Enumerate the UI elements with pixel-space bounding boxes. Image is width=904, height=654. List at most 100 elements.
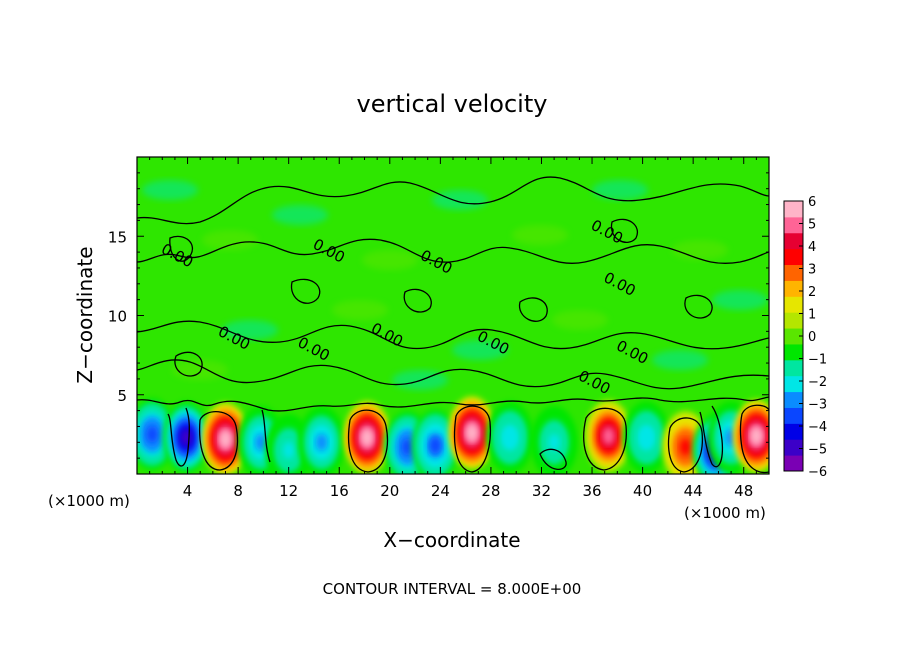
colorbar-swatch <box>784 328 803 345</box>
x-tick-label: 20 <box>380 482 399 500</box>
x-tick-label: 32 <box>532 482 551 500</box>
colorbar-swatch <box>784 248 803 266</box>
colorbar-swatch <box>784 391 803 408</box>
contour-line <box>610 218 638 243</box>
contour-line <box>699 405 724 468</box>
cell-level <box>640 428 653 447</box>
downdraft-cell <box>623 401 670 474</box>
contour-line <box>403 288 432 313</box>
colorbar-tick-label: 6 <box>808 195 816 210</box>
y-axis-label: Z−coordinate <box>73 246 97 383</box>
cell-level <box>361 428 373 447</box>
colorbar-tick-label: −2 <box>808 375 827 390</box>
colorbar-swatch <box>784 201 803 218</box>
colorbar-swatch <box>784 407 803 424</box>
cell-level <box>255 433 267 451</box>
contour-line <box>137 396 769 412</box>
colorbar-tick-label: −6 <box>808 465 827 480</box>
colorbar-swatch <box>784 439 803 456</box>
colorbar: 6 5 4 3 2 1 0 −1 −2 −3 −4 −5 −6 <box>783 195 827 480</box>
field-texture-spot <box>592 180 648 200</box>
x-tick-label: 40 <box>633 482 652 500</box>
contour-line <box>137 320 769 350</box>
colorbar-swatch <box>784 312 803 329</box>
contour-line <box>137 176 769 225</box>
cell-level <box>750 427 763 445</box>
updraft-cell <box>733 399 769 472</box>
x-tick-label: 4 <box>183 482 193 500</box>
updraft-cell <box>448 396 495 469</box>
contour-line <box>667 417 704 473</box>
updraft-cell <box>662 411 709 474</box>
field-texture-spot <box>552 310 608 330</box>
colorbar-swatch <box>784 232 803 250</box>
contour-line <box>518 297 548 322</box>
x-tick-label: 16 <box>330 482 349 500</box>
colorbar-tick-label: 2 <box>808 285 816 300</box>
x-axis-unit-right: (×1000 m) <box>684 504 766 522</box>
contour-line <box>684 294 713 319</box>
x-tick-label: 44 <box>684 482 703 500</box>
cell-level <box>315 433 328 451</box>
cell-level <box>180 428 193 447</box>
colorbar-tick-label: 3 <box>808 263 816 278</box>
contour-line <box>198 411 239 471</box>
colorbar-swatch <box>784 455 803 472</box>
field-texture-spot <box>272 205 328 225</box>
contour-line <box>174 351 203 377</box>
updraft-cell <box>344 401 391 474</box>
y-tick-label: 15 <box>108 228 127 246</box>
contour-line <box>347 409 389 473</box>
contour-line <box>539 448 567 470</box>
x-axis-unit-left: (×1000 m) <box>48 492 130 510</box>
chart-title: vertical velocity <box>357 90 548 118</box>
contour-line <box>290 278 321 304</box>
cell-level <box>401 438 414 456</box>
colorbar-tick-label: 4 <box>808 240 816 255</box>
y-axis: 5 10 15 <box>108 172 769 459</box>
field-texture-spot <box>512 225 568 245</box>
y-tick-label: 5 <box>117 387 127 405</box>
cell-level <box>219 430 232 448</box>
contour-interval-note: CONTOUR INTERVAL = 8.000E+00 <box>323 580 582 598</box>
x-axis-label: X−coordinate <box>383 528 520 552</box>
field-texture-spot <box>172 360 228 380</box>
downdraft-cell <box>531 406 578 474</box>
contour-line <box>167 407 190 467</box>
field-texture-spot <box>202 230 258 250</box>
colorbar-swatch <box>784 280 803 297</box>
downdraft-cell <box>486 401 533 474</box>
contour-line <box>169 235 194 262</box>
field-texture <box>142 180 768 390</box>
x-tick-label: 36 <box>582 482 601 500</box>
cell-level <box>679 438 692 456</box>
colorbar-swatch <box>784 375 803 393</box>
cell-level <box>146 425 159 443</box>
updraft-cell <box>585 399 632 472</box>
contour-line <box>261 409 271 463</box>
x-axis: 4 8 12 16 20 24 28 32 36 40 44 48 <box>149 157 770 500</box>
colorbar-swatch <box>784 296 803 313</box>
colorbar-swatch <box>784 264 803 281</box>
colorbar-tick-label: 0 <box>808 330 816 345</box>
cell-level <box>504 428 516 447</box>
colorbar-tick-label: −1 <box>808 353 827 368</box>
x-tick-label: 24 <box>431 482 450 500</box>
contour-line <box>583 407 627 471</box>
field-texture-spot <box>432 190 488 210</box>
colorbar-swatch <box>784 216 803 234</box>
colorbar-tick-label: 5 <box>808 218 816 233</box>
field-texture-spot <box>652 350 708 370</box>
field-texture-spot <box>672 240 728 260</box>
colorbar-swatch <box>784 343 803 361</box>
downdraft-cell <box>298 406 345 474</box>
field-texture-spot <box>362 250 418 270</box>
x-tick-label: 28 <box>481 482 500 500</box>
x-tick-label: 48 <box>734 482 753 500</box>
colorbar-swatch <box>784 359 803 377</box>
field-texture-spot <box>142 180 198 200</box>
cell-level <box>282 441 295 459</box>
field-texture-spot <box>332 300 388 320</box>
colorbar-tick-label: −3 <box>808 398 827 413</box>
downdraft-cell <box>412 409 459 474</box>
